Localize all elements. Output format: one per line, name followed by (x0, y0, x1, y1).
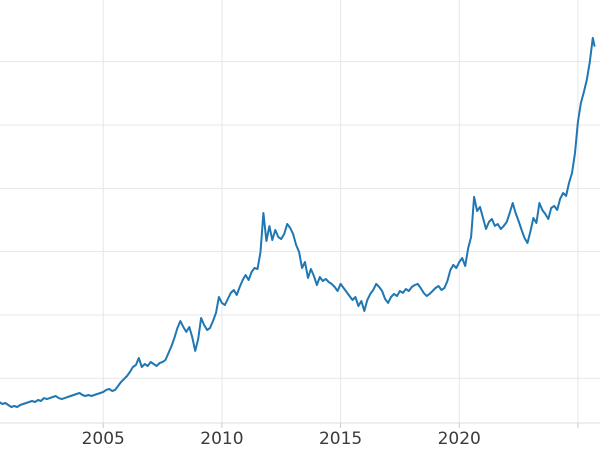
x-tick-label: 2015 (319, 429, 362, 449)
line-series-1 (0, 36, 596, 408)
x-tick-label: 2010 (200, 429, 243, 449)
x-tick-label: 2005 (82, 429, 125, 449)
x-tick-label: 2020 (438, 429, 481, 449)
